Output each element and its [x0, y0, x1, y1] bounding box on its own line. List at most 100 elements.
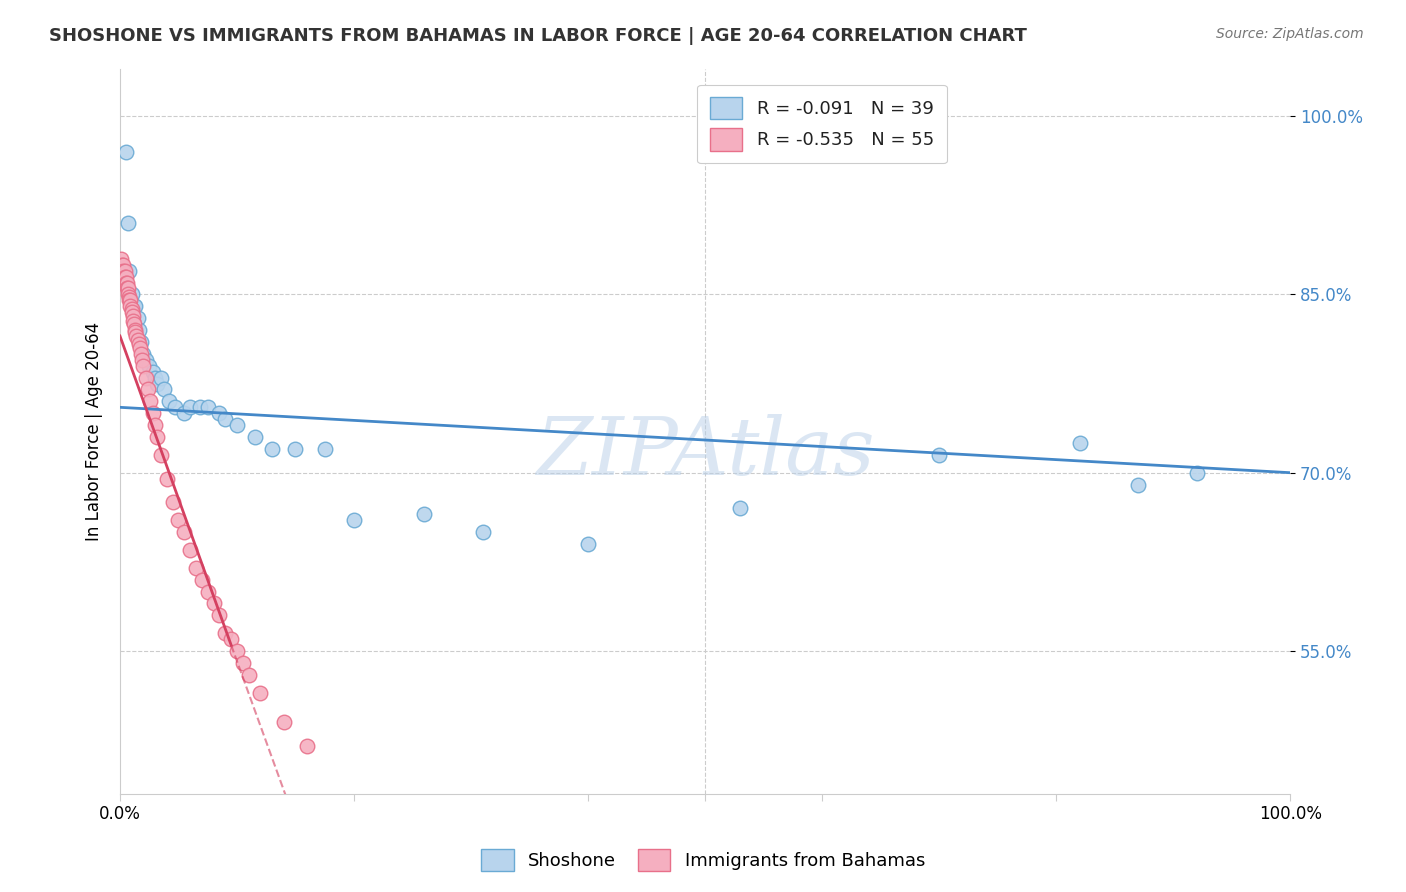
Point [122, 317, 145, 331]
Point [128, 341, 150, 355]
Point [238, 667, 260, 681]
Point [135, 370, 157, 384]
Point [249, 685, 271, 699]
Point [118, 293, 141, 308]
Point [149, 370, 172, 384]
Point [179, 401, 201, 415]
Text: ZIPAtlas: ZIPAtlas [536, 414, 875, 491]
Point [157, 394, 180, 409]
Point [188, 401, 211, 415]
Point [111, 258, 134, 272]
Point [232, 656, 254, 670]
Point [121, 287, 143, 301]
Point [191, 573, 214, 587]
Point [142, 365, 165, 379]
Point [124, 299, 146, 313]
Point [197, 401, 219, 415]
Point [124, 323, 146, 337]
Point [162, 495, 184, 509]
Point [121, 305, 143, 319]
Point [243, 430, 266, 444]
Point [127, 333, 149, 347]
Point [142, 406, 165, 420]
Point [114, 276, 136, 290]
Point [120, 299, 142, 313]
Point [114, 145, 136, 159]
Point [295, 739, 318, 753]
Point [208, 608, 231, 623]
Point [146, 376, 169, 391]
Y-axis label: In Labor Force | Age 20-64: In Labor Force | Age 20-64 [86, 321, 103, 541]
Point [284, 442, 307, 456]
Point [262, 442, 284, 456]
Point [136, 383, 159, 397]
Point [115, 281, 138, 295]
Point [131, 352, 153, 367]
Point [135, 352, 157, 367]
Point [128, 337, 150, 351]
Point [471, 525, 494, 540]
Point [1126, 477, 1149, 491]
Point [167, 513, 190, 527]
Point [273, 715, 295, 730]
Point [117, 216, 139, 230]
Point [184, 561, 207, 575]
Point [138, 359, 160, 373]
Point [110, 252, 132, 266]
Point [413, 508, 436, 522]
Point [139, 394, 162, 409]
Point [121, 309, 143, 323]
Point [314, 442, 336, 456]
Point [124, 326, 146, 340]
Point [128, 323, 150, 337]
Point [576, 537, 599, 551]
Point [143, 370, 166, 384]
Point [153, 383, 176, 397]
Point [146, 430, 169, 444]
Point [121, 301, 143, 316]
Point [114, 269, 136, 284]
Point [118, 263, 141, 277]
Point [122, 299, 145, 313]
Point [1185, 466, 1208, 480]
Point [129, 334, 152, 349]
Point [117, 287, 139, 301]
Point [343, 513, 366, 527]
Point [127, 311, 149, 326]
Point [117, 281, 139, 295]
Legend: R = -0.091   N = 39, R = -0.535   N = 55: R = -0.091 N = 39, R = -0.535 N = 55 [697, 85, 946, 163]
Point [214, 626, 236, 640]
Point [208, 406, 231, 420]
Point [928, 448, 950, 462]
Point [219, 632, 242, 647]
Point [118, 290, 141, 304]
Point [163, 401, 186, 415]
Point [120, 293, 142, 308]
Point [112, 263, 135, 277]
Point [132, 359, 155, 373]
Text: Source: ZipAtlas.com: Source: ZipAtlas.com [1216, 27, 1364, 41]
Point [173, 525, 195, 540]
Point [132, 347, 155, 361]
Point [214, 412, 236, 426]
Point [728, 501, 751, 516]
Point [125, 329, 148, 343]
Point [143, 418, 166, 433]
Point [115, 276, 138, 290]
Legend: Shoshone, Immigrants from Bahamas: Shoshone, Immigrants from Bahamas [474, 842, 932, 879]
Point [112, 258, 135, 272]
Point [226, 644, 249, 658]
Text: SHOSHONE VS IMMIGRANTS FROM BAHAMAS IN LABOR FORCE | AGE 20-64 CORRELATION CHART: SHOSHONE VS IMMIGRANTS FROM BAHAMAS IN L… [49, 27, 1028, 45]
Point [114, 263, 136, 277]
Point [1069, 436, 1091, 450]
Point [156, 472, 179, 486]
Point [197, 584, 219, 599]
Point [226, 418, 249, 433]
Point [121, 313, 143, 327]
Point [179, 543, 201, 558]
Point [129, 347, 152, 361]
Point [114, 269, 136, 284]
Point [202, 597, 225, 611]
Point [173, 406, 195, 420]
Point [149, 448, 172, 462]
